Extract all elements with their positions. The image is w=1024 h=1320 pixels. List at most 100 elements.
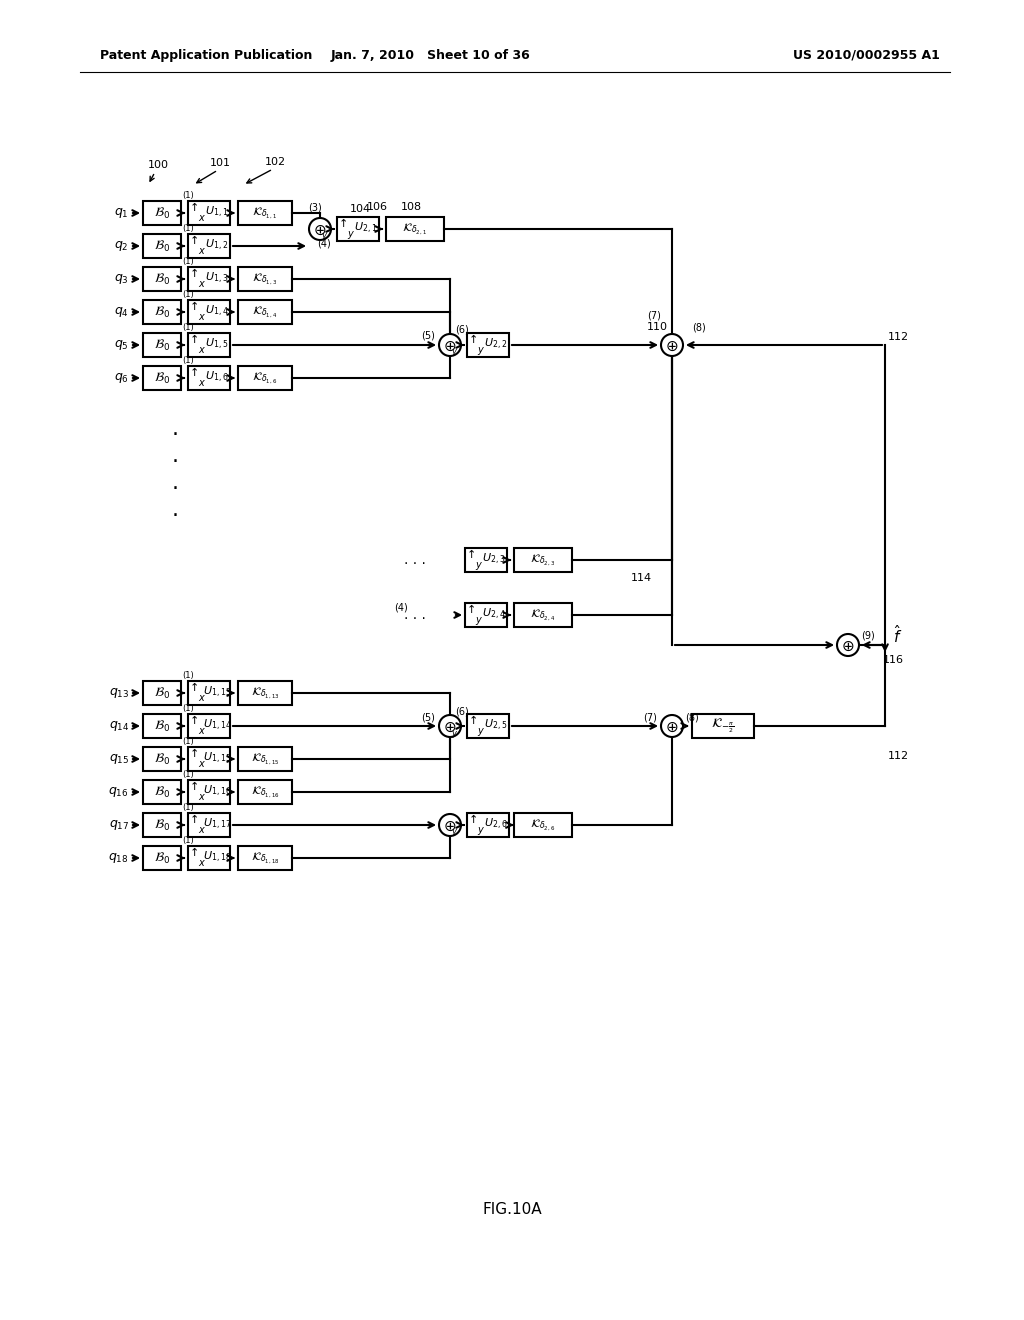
Text: $q_{15}$: $q_{15}$ — [109, 752, 129, 766]
Text: 112: 112 — [888, 333, 909, 342]
Text: US 2010/0002955 A1: US 2010/0002955 A1 — [794, 49, 940, 62]
Bar — [238, 201, 292, 224]
Text: (1): (1) — [182, 671, 194, 680]
Text: (4): (4) — [394, 602, 408, 612]
Text: ↑: ↑ — [189, 682, 199, 693]
Text: x: x — [198, 378, 204, 388]
Text: Jan. 7, 2010   Sheet 10 of 36: Jan. 7, 2010 Sheet 10 of 36 — [330, 49, 529, 62]
Text: ↑: ↑ — [189, 302, 199, 312]
Text: ↑: ↑ — [468, 335, 477, 345]
Text: $\hat{f}$: $\hat{f}$ — [893, 624, 902, 645]
Text: x: x — [198, 858, 204, 869]
Text: $q_{6}$: $q_{6}$ — [114, 371, 129, 385]
Bar — [188, 267, 230, 290]
Text: $U_{1,5}$: $U_{1,5}$ — [206, 337, 228, 351]
Text: 108: 108 — [401, 202, 422, 213]
Text: $q_{2}$: $q_{2}$ — [115, 239, 129, 253]
Text: ⊕: ⊕ — [443, 719, 457, 734]
Text: ↑: ↑ — [189, 236, 199, 246]
Text: 114: 114 — [631, 573, 652, 583]
Text: 102: 102 — [265, 157, 286, 168]
Text: ↑: ↑ — [189, 715, 199, 726]
Bar — [143, 201, 181, 224]
Text: $U_{2,3}$: $U_{2,3}$ — [482, 552, 506, 566]
Bar — [514, 603, 572, 627]
Text: $q_{4}$: $q_{4}$ — [114, 305, 129, 319]
Text: ↑: ↑ — [189, 368, 199, 378]
Circle shape — [837, 634, 859, 656]
Text: $\mathcal{K}_{\delta_{2,3}}$: $\mathcal{K}_{\delta_{2,3}}$ — [530, 553, 556, 568]
Text: $U_{2,4}$: $U_{2,4}$ — [482, 606, 506, 622]
Bar — [188, 366, 230, 389]
Bar — [467, 714, 509, 738]
Text: $U_{1,18}$: $U_{1,18}$ — [203, 850, 231, 865]
Text: (1): (1) — [182, 257, 194, 267]
Text: 110: 110 — [646, 322, 668, 333]
Bar — [692, 714, 754, 738]
Text: x: x — [198, 792, 204, 803]
Text: (1): (1) — [182, 290, 194, 300]
Text: $\mathcal{K}_{\delta_{1,6}}$: $\mathcal{K}_{\delta_{1,6}}$ — [252, 371, 278, 385]
Bar — [238, 300, 292, 323]
Circle shape — [439, 334, 461, 356]
Bar — [188, 846, 230, 870]
Bar — [188, 333, 230, 356]
Text: $U_{2,6}$: $U_{2,6}$ — [484, 817, 508, 832]
Text: (7): (7) — [647, 310, 660, 319]
Text: x: x — [198, 693, 204, 704]
Text: ↑: ↑ — [466, 550, 476, 560]
Circle shape — [439, 715, 461, 737]
Text: y: y — [477, 345, 483, 355]
Bar — [465, 603, 507, 627]
Bar — [143, 780, 181, 804]
Text: $U_{1,16}$: $U_{1,16}$ — [203, 784, 231, 799]
Circle shape — [662, 334, 683, 356]
Text: $\mathcal{B}_0$: $\mathcal{B}_0$ — [154, 305, 170, 319]
Bar — [143, 366, 181, 389]
Text: y: y — [477, 825, 483, 836]
Circle shape — [439, 814, 461, 836]
Text: $U_{1,17}$: $U_{1,17}$ — [203, 817, 231, 832]
Bar — [238, 846, 292, 870]
Text: ·: · — [171, 506, 178, 525]
Bar — [465, 548, 507, 572]
Bar — [143, 714, 181, 738]
Text: (4): (4) — [317, 238, 331, 248]
Text: $q_{13}$: $q_{13}$ — [109, 686, 129, 700]
Text: x: x — [198, 345, 204, 355]
Text: ↑: ↑ — [189, 203, 199, 213]
Text: $U_{1,3}$: $U_{1,3}$ — [206, 271, 228, 285]
Text: x: x — [198, 726, 204, 737]
Text: y: y — [452, 347, 457, 356]
Text: $\mathcal{B}_0$: $\mathcal{B}_0$ — [154, 850, 170, 866]
Text: ↑: ↑ — [468, 814, 477, 825]
Text: x: x — [198, 279, 204, 289]
Text: $U_{1,2}$: $U_{1,2}$ — [206, 238, 228, 252]
Text: ⊕: ⊕ — [313, 223, 327, 238]
Text: ↑: ↑ — [468, 715, 477, 726]
Text: y: y — [452, 729, 457, 738]
Text: (1): (1) — [182, 191, 194, 201]
Bar — [467, 333, 509, 356]
Bar — [337, 216, 379, 242]
Text: y: y — [452, 828, 457, 837]
Circle shape — [662, 715, 683, 737]
Text: (3): (3) — [308, 202, 322, 213]
Text: $U_{1,4}$: $U_{1,4}$ — [205, 304, 228, 318]
Text: (1): (1) — [182, 704, 194, 713]
Text: ↑: ↑ — [189, 814, 199, 825]
Text: 100: 100 — [148, 160, 169, 170]
Text: y: y — [475, 615, 481, 624]
Text: $U_{2,2}$: $U_{2,2}$ — [484, 337, 508, 351]
Bar — [143, 300, 181, 323]
Text: ↑: ↑ — [466, 605, 476, 615]
Text: ⊕: ⊕ — [666, 338, 678, 354]
Text: $\mathcal{B}_0$: $\mathcal{B}_0$ — [154, 272, 170, 286]
Text: (1): (1) — [182, 737, 194, 746]
Text: 101: 101 — [210, 158, 231, 168]
Text: $\mathcal{K}_{\delta_{1,13}}$: $\mathcal{K}_{\delta_{1,13}}$ — [251, 685, 280, 701]
Text: $\mathcal{B}_0$: $\mathcal{B}_0$ — [154, 239, 170, 253]
Text: $q_{16}$: $q_{16}$ — [109, 785, 129, 799]
Text: $\mathcal{B}_0$: $\mathcal{B}_0$ — [154, 817, 170, 833]
Text: $\mathcal{K}_{\delta_{1,3}}$: $\mathcal{K}_{\delta_{1,3}}$ — [253, 272, 278, 286]
